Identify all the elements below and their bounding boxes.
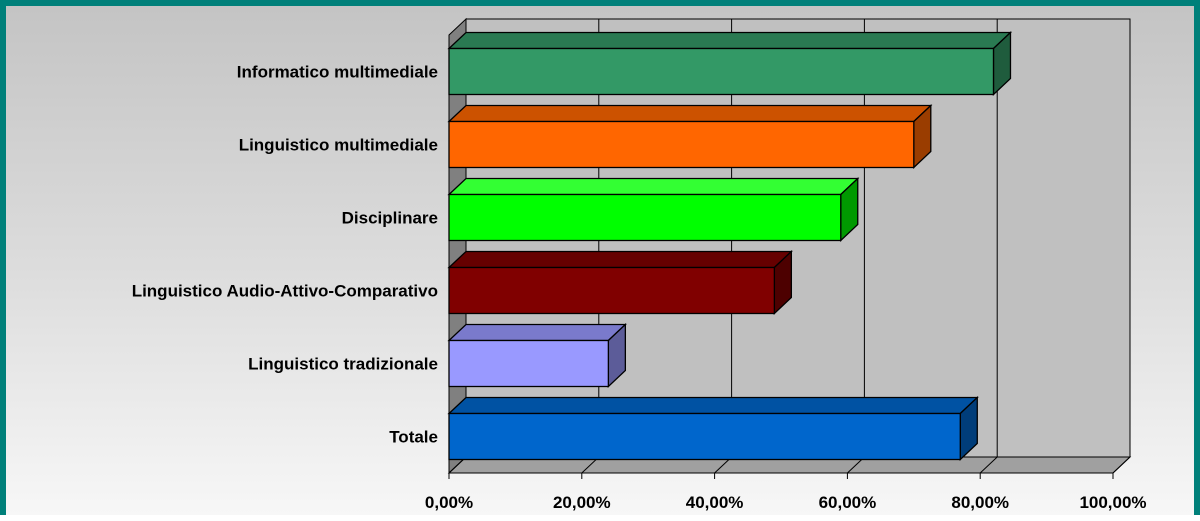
category-label: Totale (389, 428, 438, 447)
bar-top (447, 250, 793, 269)
bar (447, 249, 793, 316)
floor-grid-line (1112, 456, 1131, 474)
x-tick-label: 0,00% (425, 493, 473, 512)
bar-top (447, 104, 933, 123)
bar-top (447, 177, 860, 196)
floor-grid-line (979, 456, 998, 474)
bar (447, 176, 860, 243)
category-label: Linguistico multimediale (239, 136, 438, 155)
bar-top (447, 323, 627, 342)
bars (447, 30, 1013, 462)
bar-front (448, 412, 961, 461)
bar (447, 30, 1013, 97)
bar (447, 395, 979, 462)
x-tick-label: 60,00% (819, 493, 877, 512)
bar-front (448, 120, 915, 169)
category-label: Linguistico tradizionale (248, 355, 438, 374)
category-label: Disciplinare (342, 209, 438, 228)
x-tick-label: 20,00% (553, 493, 611, 512)
x-tick-label: 100,00% (1079, 493, 1146, 512)
bar-front (448, 339, 610, 388)
bar (447, 322, 627, 389)
category-label: Informatico multimediale (237, 63, 438, 82)
bar-front (448, 193, 842, 242)
x-tick-labels: 0,00% 20,00% 40,00% 60,00% 80,00% 100,00% (425, 493, 1147, 512)
category-labels: Informatico multimediale Linguistico mult… (132, 63, 438, 447)
bar-top (447, 396, 979, 415)
bar (447, 103, 933, 170)
category-label: Linguistico Audio-Attivo-Comparativo (132, 282, 438, 301)
x-tick-label: 80,00% (951, 493, 1009, 512)
bar-top (447, 31, 1013, 50)
bar-front (448, 47, 995, 96)
bar-chart: Informatico multimediale Linguistico mult… (132, 17, 1147, 512)
x-tick-label: 40,00% (686, 493, 744, 512)
bar-front (448, 266, 776, 315)
